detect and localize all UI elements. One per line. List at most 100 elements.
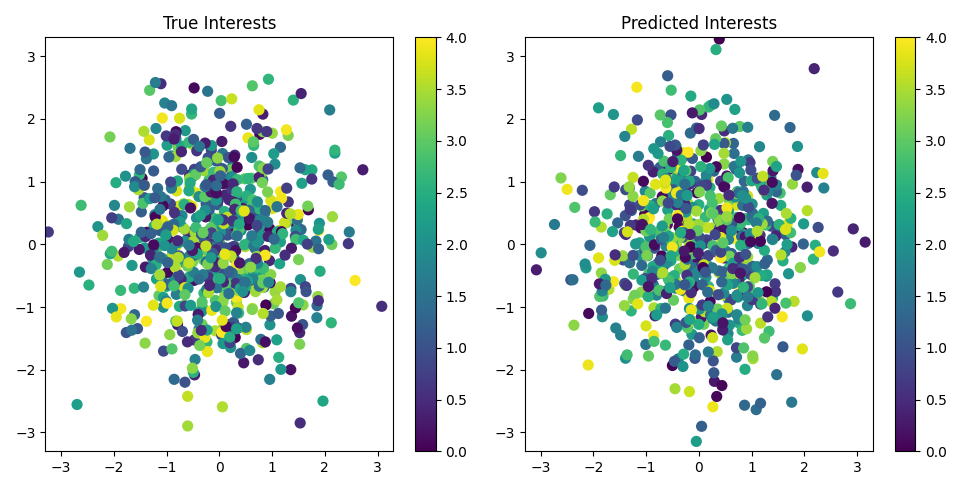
Point	[826, 247, 841, 255]
Point	[176, 301, 191, 309]
Point	[725, 265, 741, 272]
Point	[783, 229, 799, 237]
Point	[204, 188, 219, 196]
Point	[184, 105, 200, 113]
Point	[244, 153, 259, 161]
Point	[310, 293, 326, 300]
Point	[672, 233, 687, 241]
Point	[652, 138, 668, 146]
Point	[186, 135, 202, 143]
Point	[138, 228, 154, 236]
Point	[696, 261, 712, 269]
Point	[641, 352, 656, 360]
Point	[256, 283, 272, 291]
Point	[218, 330, 234, 338]
Point	[598, 275, 613, 283]
Point	[706, 100, 722, 108]
Point	[677, 200, 692, 208]
Point	[227, 334, 243, 342]
Point	[577, 260, 593, 268]
Point	[184, 140, 200, 148]
Point	[218, 322, 234, 330]
Point	[228, 231, 244, 239]
Point	[223, 122, 239, 130]
Point	[186, 251, 202, 259]
Point	[213, 244, 228, 251]
Point	[289, 226, 304, 234]
Point	[687, 354, 703, 362]
Point	[676, 149, 691, 157]
Point	[731, 189, 747, 197]
Point	[591, 254, 606, 262]
Point	[155, 202, 171, 210]
Point	[594, 269, 609, 277]
Point	[757, 246, 772, 254]
Point	[190, 329, 206, 337]
Point	[697, 239, 713, 247]
Point	[190, 316, 206, 324]
Point	[202, 206, 217, 214]
Point	[175, 212, 190, 220]
Point	[250, 212, 265, 220]
Point	[176, 200, 191, 208]
Point	[625, 193, 641, 200]
Point	[653, 270, 669, 277]
Point	[283, 366, 298, 373]
Point	[245, 196, 260, 204]
Point	[187, 245, 203, 253]
Point	[332, 180, 347, 188]
Point	[566, 321, 582, 329]
Point	[207, 233, 222, 241]
Point	[249, 254, 264, 262]
Point	[298, 288, 314, 295]
Point	[183, 301, 199, 309]
Point	[693, 473, 709, 481]
Point	[151, 292, 167, 299]
Point	[238, 283, 254, 291]
Point	[653, 235, 669, 243]
Point	[200, 197, 215, 205]
Point	[634, 288, 649, 296]
Point	[172, 114, 187, 122]
Point	[722, 196, 737, 204]
Point	[198, 213, 214, 221]
Point	[206, 284, 221, 292]
Point	[714, 221, 729, 229]
Point	[246, 285, 261, 293]
Point	[647, 180, 663, 188]
Point	[127, 183, 142, 191]
Point	[680, 281, 695, 289]
Point	[211, 268, 226, 276]
Point	[230, 275, 246, 283]
Point	[721, 330, 736, 338]
Point	[719, 249, 734, 257]
Point	[238, 323, 254, 331]
Point	[697, 213, 713, 221]
Point	[693, 163, 709, 171]
Point	[224, 269, 240, 277]
Point	[250, 124, 265, 132]
Point	[616, 302, 632, 310]
Point	[255, 264, 271, 272]
Point	[243, 276, 258, 284]
Point	[754, 300, 769, 308]
Point	[232, 259, 248, 267]
Point	[181, 242, 197, 249]
Point	[193, 163, 209, 171]
Point	[189, 273, 205, 281]
Point	[664, 191, 680, 199]
Point	[177, 291, 193, 298]
Point	[232, 200, 248, 208]
Point	[231, 309, 247, 317]
Point	[671, 355, 686, 363]
Point	[657, 304, 673, 312]
Point	[731, 214, 747, 221]
Point	[646, 241, 662, 249]
Point	[641, 161, 656, 169]
Point	[720, 281, 735, 289]
Point	[168, 131, 183, 139]
Point	[219, 231, 235, 239]
Point	[732, 253, 748, 261]
Point	[666, 175, 682, 183]
Point	[654, 222, 670, 230]
